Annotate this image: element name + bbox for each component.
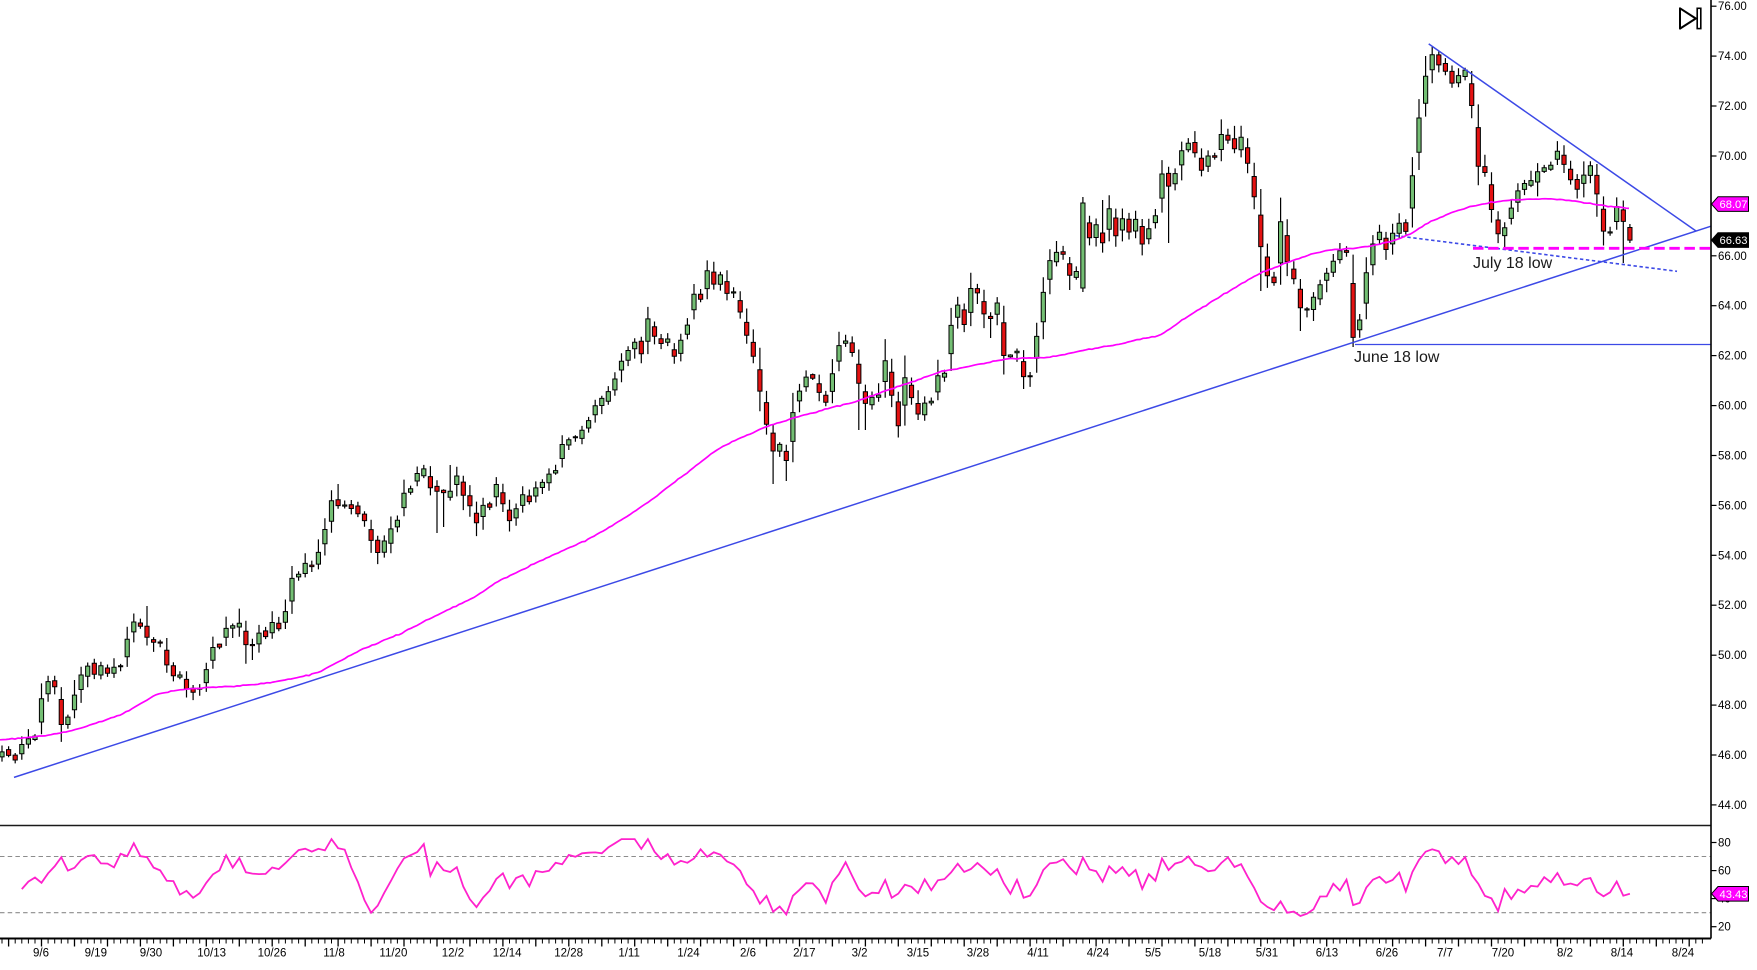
svg-text:9/6: 9/6 xyxy=(33,948,49,960)
svg-text:74.00: 74.00 xyxy=(1718,51,1747,63)
svg-text:1/11: 1/11 xyxy=(618,948,640,960)
svg-text:3/15: 3/15 xyxy=(907,948,929,960)
svg-text:6/26: 6/26 xyxy=(1376,948,1398,960)
svg-text:2/6: 2/6 xyxy=(740,948,756,960)
svg-text:54.00: 54.00 xyxy=(1718,550,1747,562)
svg-text:62.00: 62.00 xyxy=(1718,351,1747,363)
svg-text:6/13: 6/13 xyxy=(1316,948,1338,960)
svg-text:64.00: 64.00 xyxy=(1718,301,1747,313)
svg-text:July 18 low: July 18 low xyxy=(1473,255,1553,272)
svg-text:3/2: 3/2 xyxy=(852,948,868,960)
svg-text:11/8: 11/8 xyxy=(323,948,345,960)
svg-text:60.00: 60.00 xyxy=(1718,401,1747,413)
svg-text:80: 80 xyxy=(1718,838,1731,850)
svg-text:44.00: 44.00 xyxy=(1718,800,1747,812)
svg-text:48.00: 48.00 xyxy=(1718,700,1747,712)
svg-text:2/17: 2/17 xyxy=(793,948,815,960)
svg-text:4/24: 4/24 xyxy=(1087,948,1110,960)
svg-text:8/14: 8/14 xyxy=(1611,948,1634,960)
svg-text:76.00: 76.00 xyxy=(1718,1,1747,13)
svg-text:5/5: 5/5 xyxy=(1145,948,1161,960)
svg-text:8/24: 8/24 xyxy=(1672,948,1695,960)
svg-text:11/20: 11/20 xyxy=(379,948,407,960)
svg-text:9/19: 9/19 xyxy=(85,948,107,960)
svg-text:70.00: 70.00 xyxy=(1718,151,1747,163)
svg-text:June 18 low: June 18 low xyxy=(1354,349,1440,366)
svg-text:8/2: 8/2 xyxy=(1557,948,1573,960)
svg-text:72.00: 72.00 xyxy=(1718,101,1747,113)
svg-text:7/7: 7/7 xyxy=(1437,948,1453,960)
svg-text:66.63: 66.63 xyxy=(1720,235,1748,247)
svg-text:4/11: 4/11 xyxy=(1027,948,1049,960)
svg-text:50.00: 50.00 xyxy=(1718,650,1747,662)
svg-text:56.00: 56.00 xyxy=(1718,500,1747,512)
svg-text:5/18: 5/18 xyxy=(1199,948,1221,960)
svg-text:1/24: 1/24 xyxy=(677,948,700,960)
svg-text:43.43: 43.43 xyxy=(1720,889,1748,901)
svg-text:20: 20 xyxy=(1718,922,1731,934)
svg-text:52.00: 52.00 xyxy=(1718,600,1747,612)
svg-text:60: 60 xyxy=(1718,866,1731,878)
svg-text:66.00: 66.00 xyxy=(1718,251,1747,263)
svg-text:58.00: 58.00 xyxy=(1718,451,1747,463)
svg-text:9/30: 9/30 xyxy=(140,948,162,960)
svg-text:46.00: 46.00 xyxy=(1718,750,1747,762)
svg-text:68.07: 68.07 xyxy=(1720,199,1748,211)
svg-text:12/2: 12/2 xyxy=(442,948,464,960)
svg-text:12/14: 12/14 xyxy=(493,948,522,960)
svg-text:7/20: 7/20 xyxy=(1492,948,1514,960)
svg-text:3/28: 3/28 xyxy=(967,948,989,960)
svg-text:10/26: 10/26 xyxy=(258,948,287,960)
svg-text:5/31: 5/31 xyxy=(1256,948,1278,960)
svg-text:12/28: 12/28 xyxy=(554,948,583,960)
svg-text:10/13: 10/13 xyxy=(197,948,226,960)
